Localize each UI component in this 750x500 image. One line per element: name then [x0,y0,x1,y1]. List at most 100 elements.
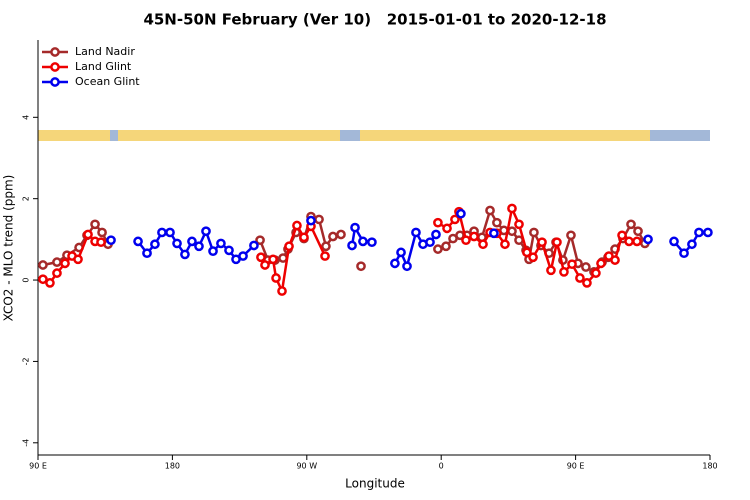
legend-marker [50,77,60,87]
data-point [500,239,510,250]
data-point [180,249,190,260]
data-point [165,227,175,238]
data-point [632,236,642,247]
data-point [356,261,366,272]
data-point [299,232,309,243]
data-point [582,278,592,288]
data-point [306,215,316,226]
y-tick-label: 4 [22,115,31,120]
data-point [626,219,636,230]
data-point [450,214,460,225]
data-point [268,254,278,265]
legend-label: Land Glint [75,60,132,73]
data-point [591,268,601,278]
data-point [216,238,226,249]
data-point [507,226,517,237]
legend-marker [50,62,60,72]
data-point [596,258,606,269]
data-point [314,214,324,225]
data-point [559,267,569,277]
data-point [38,260,48,270]
data-point [528,252,538,263]
data-point [669,236,679,247]
data-point [277,286,287,296]
data-point [529,227,539,238]
data-point [411,227,421,238]
data-point [52,268,62,278]
data-point [433,217,443,228]
data-point [478,239,488,250]
data-point [441,241,451,252]
x-tick-label: 180 [165,462,180,471]
data-point [96,237,106,248]
data-point [514,219,524,230]
data-point [224,245,234,256]
data-point [45,278,55,288]
data-point [106,235,116,246]
data-point [38,274,48,285]
data-point [271,273,281,283]
data-point [172,238,182,249]
y-axis-label: XCO2 - MLO trend (ppm) [2,175,16,322]
x-tick-label: 90 W [296,462,317,471]
x-tick-label: 90 E [567,462,585,471]
x-tick-label: 90 E [29,462,47,471]
x-axis-label: Longitude [345,477,405,491]
data-point [566,230,576,241]
data-point [157,227,167,238]
data-point [255,235,265,246]
data-point [321,241,331,252]
data-point [507,203,517,214]
data-point [425,237,435,248]
data-point [350,222,360,233]
data-point [238,251,248,261]
data-point [461,235,471,246]
data-point [402,261,412,272]
data-point [97,227,107,238]
legend-label: Ocean Glint [75,75,140,88]
x-tick-label: 180 [702,462,717,471]
chart-title: 45N-50N February (Ver 10) 2015-01-01 to … [143,11,606,29]
y-tick-label: -2 [22,357,31,365]
data-point [201,226,211,237]
data-point [256,252,266,263]
data-point [150,239,160,250]
data-point [142,248,152,259]
data-point [694,227,704,238]
data-point [643,234,653,245]
data-point [552,237,562,248]
y-tick-label: 0 [22,278,31,283]
data-point [575,273,585,283]
data-point [249,240,259,251]
data-point [469,231,479,242]
data-point [73,254,83,265]
data-point [456,208,466,219]
data-point [703,227,713,238]
data-point [336,229,346,240]
data-point [679,248,689,259]
data-point [60,258,70,269]
data-point [194,241,204,252]
data-point [320,251,330,261]
data-point [208,246,218,257]
data-point [537,237,547,248]
data-point [610,255,620,265]
data-point [567,259,577,270]
data-point [522,247,532,258]
data-point [687,239,697,250]
data-point [633,226,643,237]
data-point [431,229,441,240]
data-point [260,260,270,270]
map-strip [38,130,710,141]
data-point [442,223,452,234]
data-point [52,257,62,267]
data-point [390,258,400,269]
data-point [617,230,627,241]
data-point [367,237,377,248]
data-point [358,236,368,247]
data-point [90,219,100,230]
data-point [83,229,93,240]
data-point [292,220,302,231]
data-point [187,236,197,247]
